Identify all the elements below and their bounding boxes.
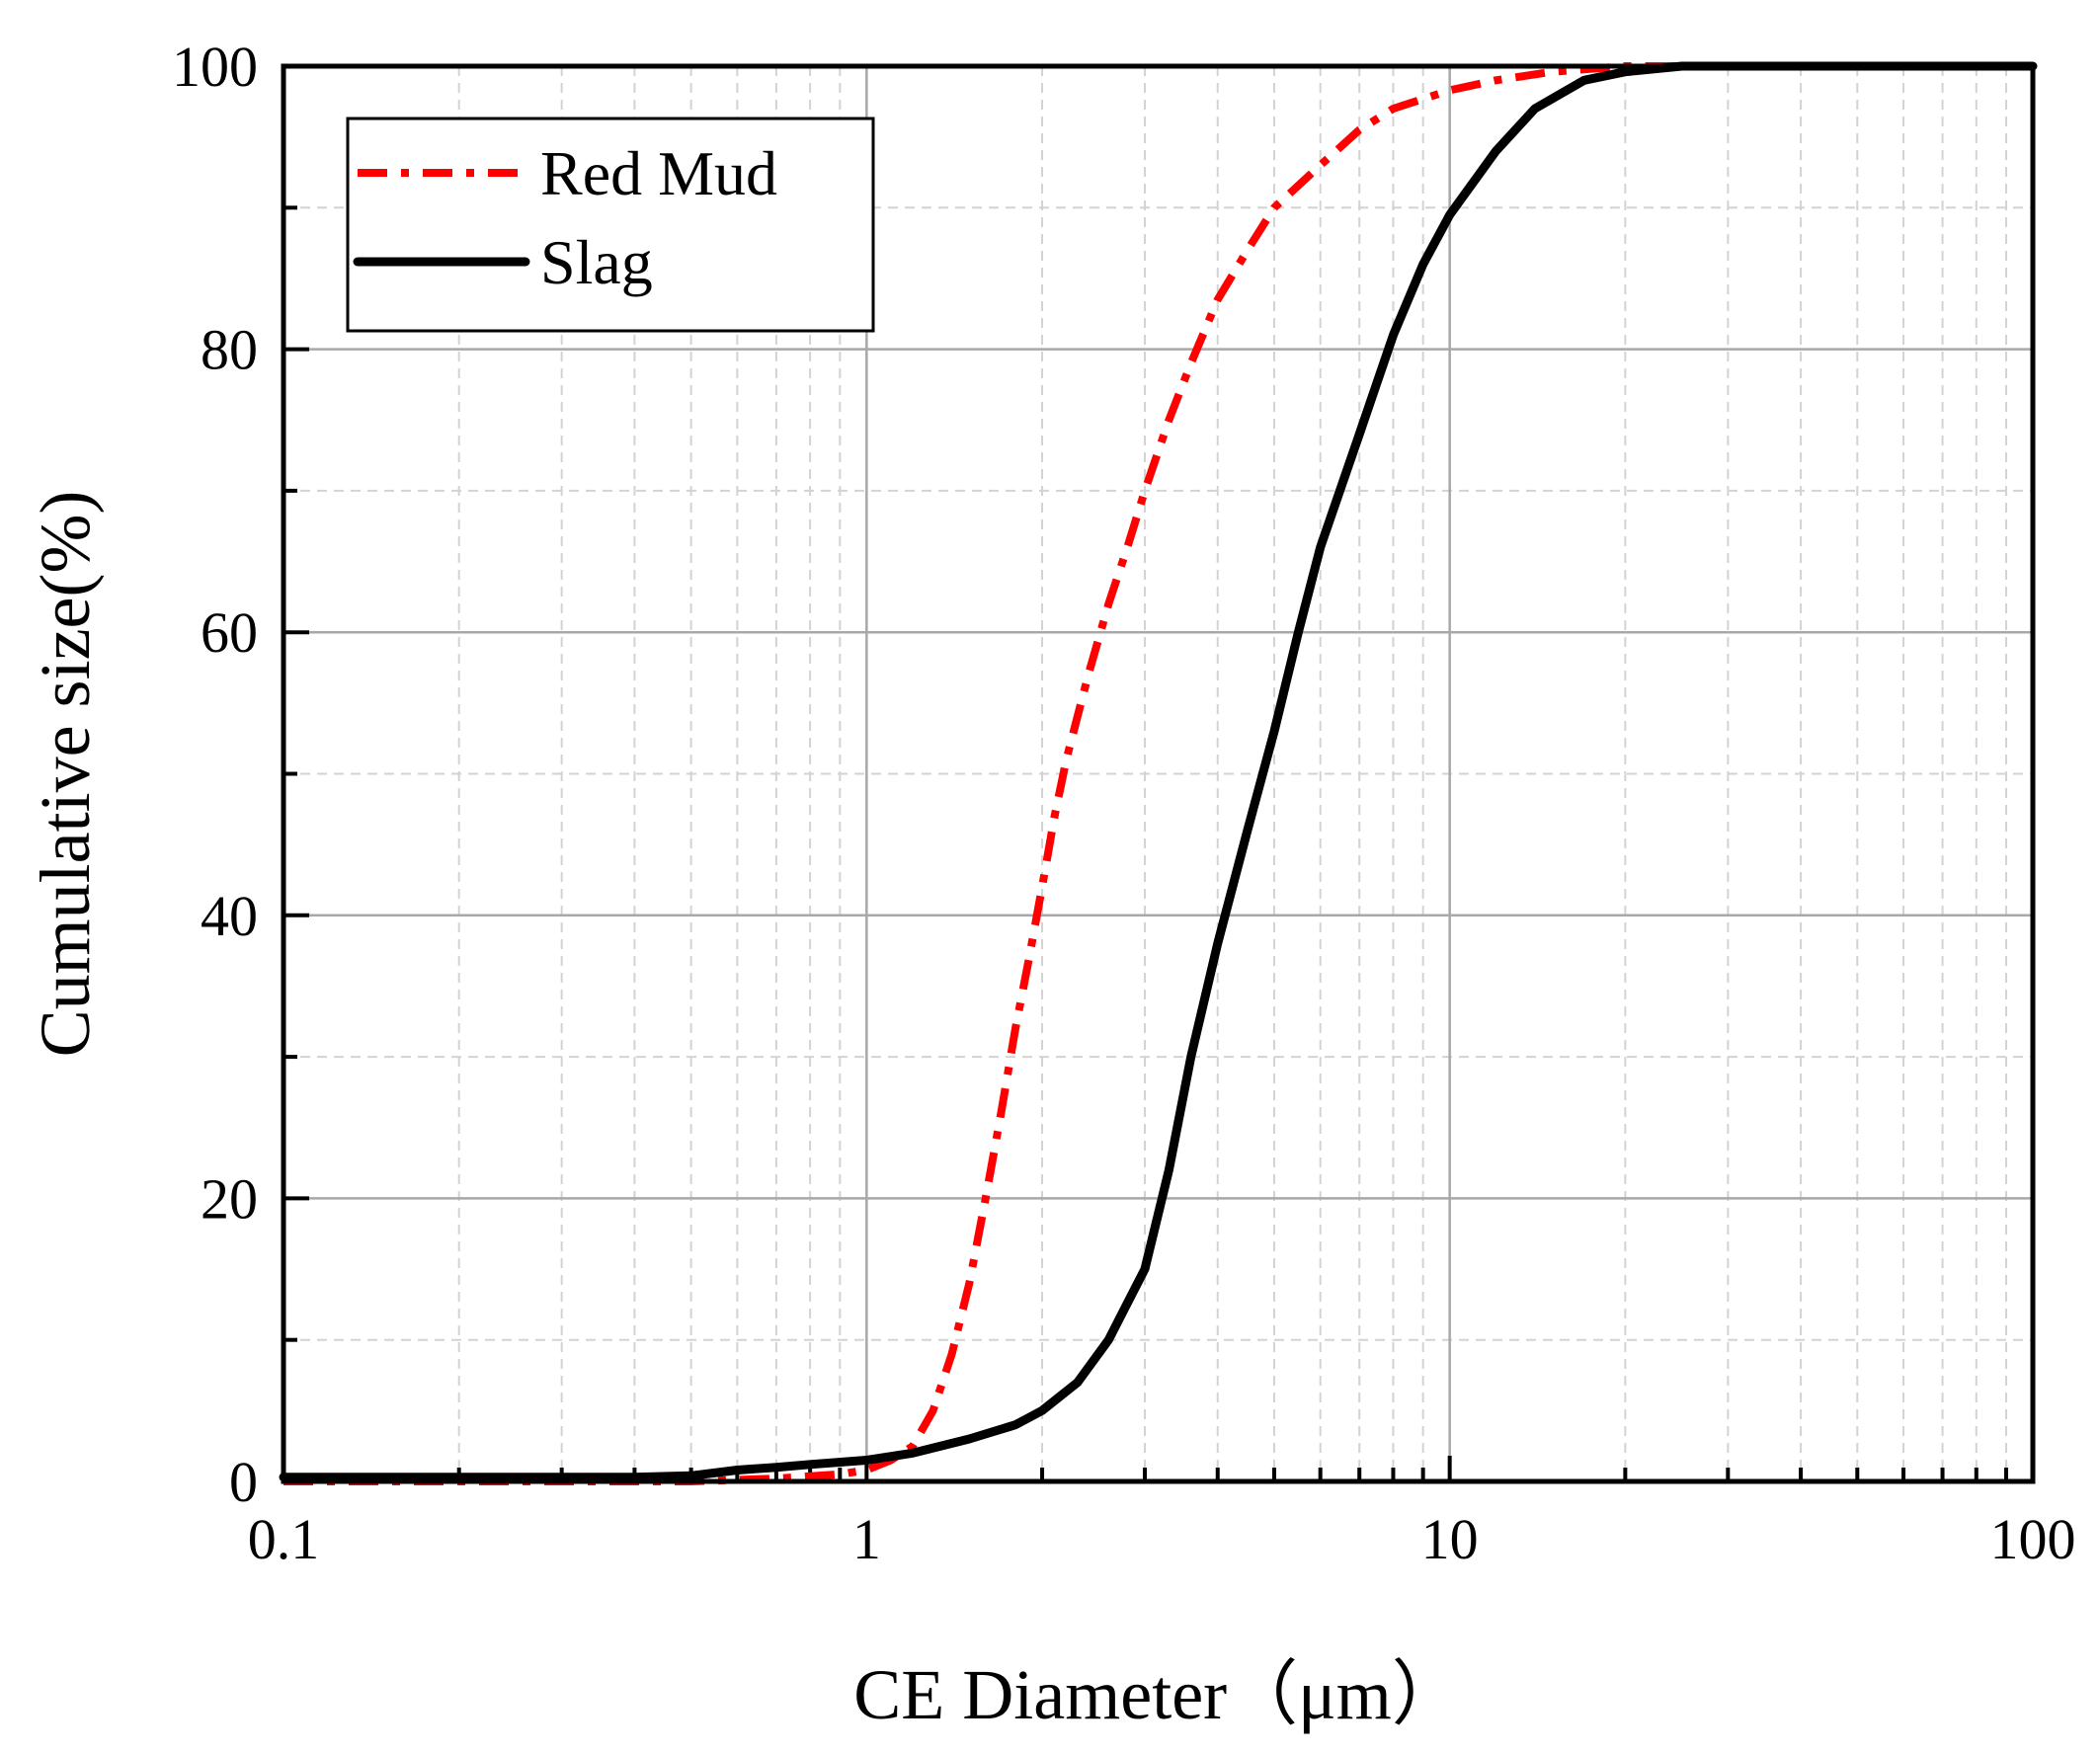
tick-labels: 0.1 1 10 100 0 20 40 60 80 100	[172, 35, 2076, 1571]
legend: Red Mud Slag	[346, 117, 875, 333]
x-tick-label: 1	[852, 1507, 881, 1571]
legend-label-red-mud: Red Mud	[540, 138, 777, 208]
plot-frame	[281, 63, 2036, 1484]
series-group	[279, 61, 2038, 1485]
y-axis-title: Cumulative size(%)	[26, 491, 105, 1058]
legend-label-slag: Slag	[540, 227, 653, 297]
y-tick-label: 60	[201, 600, 258, 665]
x-tick-label: 100	[1990, 1507, 2076, 1571]
x-tick-label: 10	[1421, 1507, 1479, 1571]
series-line-slag	[279, 61, 2038, 1482]
y-tick-label: 0	[229, 1450, 258, 1514]
y-tick-label: 40	[201, 884, 258, 948]
y-tick-label: 100	[172, 35, 258, 99]
legend-box	[346, 117, 875, 333]
y-tick-label: 20	[201, 1166, 258, 1231]
y-tick-label: 80	[201, 318, 258, 382]
x-axis-title: CE Diameter（μm）	[853, 1655, 1462, 1734]
x-tick-label: 0.1	[248, 1507, 320, 1571]
